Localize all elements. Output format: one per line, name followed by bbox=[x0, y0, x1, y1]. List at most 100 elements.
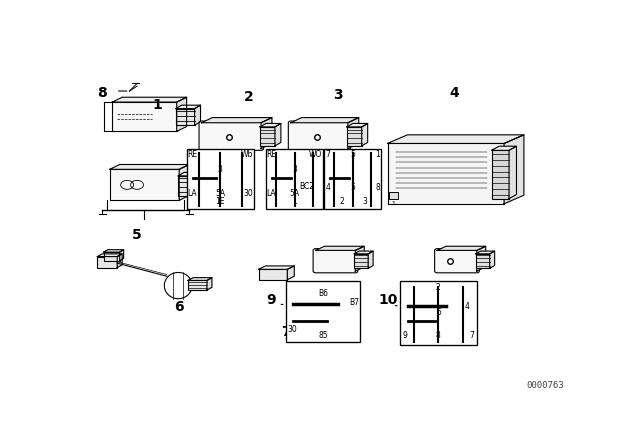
Text: 4: 4 bbox=[464, 302, 469, 311]
Polygon shape bbox=[97, 254, 122, 257]
Text: 7: 7 bbox=[281, 324, 291, 339]
Text: 8: 8 bbox=[436, 331, 441, 340]
Bar bbox=[104, 252, 120, 261]
Text: 3: 3 bbox=[218, 165, 223, 174]
Text: 6: 6 bbox=[174, 301, 184, 314]
Polygon shape bbox=[504, 135, 524, 204]
Text: 5A: 5A bbox=[289, 189, 300, 198]
Polygon shape bbox=[120, 250, 124, 261]
Polygon shape bbox=[355, 246, 364, 271]
Polygon shape bbox=[492, 146, 516, 151]
Text: RE: RE bbox=[267, 151, 276, 159]
Polygon shape bbox=[259, 266, 294, 269]
Text: 2: 2 bbox=[244, 90, 253, 104]
Polygon shape bbox=[509, 146, 516, 198]
FancyBboxPatch shape bbox=[288, 121, 350, 151]
Polygon shape bbox=[368, 251, 373, 268]
Bar bbox=[112, 102, 177, 131]
Text: BC2: BC2 bbox=[300, 182, 314, 191]
Polygon shape bbox=[110, 164, 189, 169]
Text: LA: LA bbox=[267, 189, 276, 198]
Text: 1: 1 bbox=[292, 197, 297, 206]
Polygon shape bbox=[117, 254, 122, 267]
Polygon shape bbox=[202, 117, 272, 123]
Text: 5: 5 bbox=[436, 308, 441, 317]
Bar bbox=[187, 149, 253, 209]
Text: 3: 3 bbox=[333, 88, 343, 102]
Text: 30: 30 bbox=[287, 325, 297, 334]
Polygon shape bbox=[275, 124, 281, 146]
Bar bbox=[347, 127, 362, 146]
FancyBboxPatch shape bbox=[435, 249, 479, 273]
Text: 0000763: 0000763 bbox=[526, 381, 564, 390]
Bar bbox=[176, 108, 195, 125]
Text: B7: B7 bbox=[349, 298, 360, 307]
Bar bbox=[266, 149, 323, 209]
Polygon shape bbox=[291, 117, 359, 123]
Polygon shape bbox=[261, 117, 272, 149]
Polygon shape bbox=[490, 251, 495, 268]
Text: 7: 7 bbox=[325, 151, 330, 159]
Bar bbox=[178, 176, 200, 196]
Text: 8: 8 bbox=[97, 86, 108, 100]
Bar bbox=[355, 254, 368, 268]
Bar bbox=[492, 151, 509, 198]
Bar bbox=[188, 280, 207, 290]
Polygon shape bbox=[195, 105, 200, 125]
Text: 1: 1 bbox=[152, 99, 162, 112]
Polygon shape bbox=[477, 246, 486, 271]
Bar bbox=[260, 127, 275, 146]
Text: 10: 10 bbox=[378, 293, 397, 307]
Text: 2: 2 bbox=[340, 197, 345, 206]
Text: 5: 5 bbox=[350, 151, 355, 159]
Text: 8: 8 bbox=[375, 183, 380, 192]
Bar bbox=[476, 254, 490, 268]
Text: 3: 3 bbox=[292, 165, 297, 174]
Text: LA: LA bbox=[188, 189, 197, 198]
Polygon shape bbox=[348, 117, 359, 149]
Polygon shape bbox=[177, 97, 187, 131]
Polygon shape bbox=[476, 251, 495, 254]
Polygon shape bbox=[188, 278, 212, 280]
Polygon shape bbox=[104, 250, 124, 252]
FancyBboxPatch shape bbox=[199, 121, 264, 151]
Text: 5A: 5A bbox=[215, 189, 225, 198]
Text: 2: 2 bbox=[436, 283, 441, 293]
Polygon shape bbox=[176, 105, 200, 108]
Bar bbox=[286, 281, 360, 342]
Bar bbox=[110, 169, 179, 200]
Bar bbox=[388, 143, 504, 204]
Polygon shape bbox=[362, 124, 368, 146]
Polygon shape bbox=[347, 124, 368, 127]
Text: 4: 4 bbox=[325, 183, 330, 192]
Polygon shape bbox=[260, 124, 281, 127]
Text: 7: 7 bbox=[469, 331, 474, 340]
Text: 1E: 1E bbox=[216, 197, 225, 206]
Text: 1: 1 bbox=[375, 151, 380, 159]
Text: 3: 3 bbox=[363, 197, 367, 206]
Text: 4: 4 bbox=[450, 86, 460, 100]
Polygon shape bbox=[207, 278, 212, 290]
Text: 9: 9 bbox=[403, 331, 408, 340]
Polygon shape bbox=[112, 97, 187, 102]
Polygon shape bbox=[388, 135, 524, 143]
Polygon shape bbox=[200, 172, 207, 196]
Polygon shape bbox=[355, 251, 373, 254]
Bar bbox=[324, 149, 381, 209]
Polygon shape bbox=[287, 266, 294, 280]
Text: 5: 5 bbox=[132, 228, 142, 242]
Text: B6: B6 bbox=[318, 289, 328, 297]
Text: 9: 9 bbox=[266, 293, 276, 307]
Bar bbox=[388, 193, 399, 199]
Text: 85: 85 bbox=[318, 331, 328, 340]
Bar bbox=[259, 269, 287, 280]
Text: RE: RE bbox=[188, 151, 197, 159]
Bar bbox=[400, 281, 477, 345]
Text: Wb: Wb bbox=[241, 151, 253, 159]
Text: WO: WO bbox=[309, 151, 323, 159]
Polygon shape bbox=[316, 246, 364, 250]
Text: 1: 1 bbox=[392, 201, 396, 206]
Text: 5: 5 bbox=[350, 183, 355, 192]
Polygon shape bbox=[437, 246, 486, 250]
FancyBboxPatch shape bbox=[313, 249, 358, 273]
